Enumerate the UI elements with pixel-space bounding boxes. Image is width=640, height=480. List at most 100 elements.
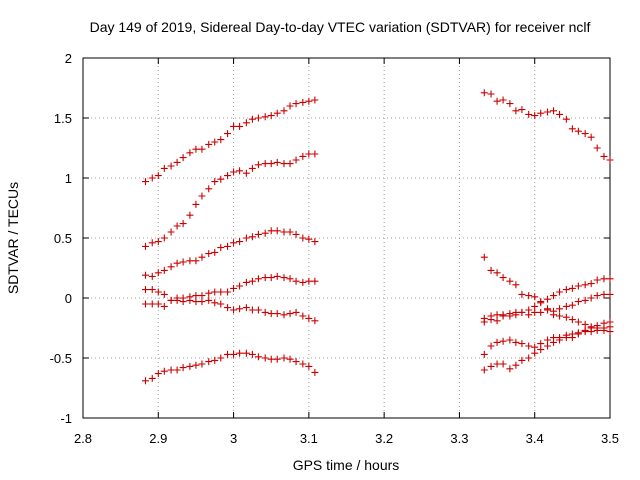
data-point xyxy=(568,316,576,324)
data-point xyxy=(493,311,501,319)
data-point xyxy=(280,228,288,236)
data-point xyxy=(544,342,552,350)
series-sat-g xyxy=(480,89,614,164)
x-tick-label: 2.8 xyxy=(74,431,92,446)
data-point xyxy=(267,227,275,235)
data-point xyxy=(280,160,288,168)
data-point xyxy=(198,292,206,300)
data-point xyxy=(512,338,520,346)
data-point xyxy=(506,365,514,373)
series-sat-i xyxy=(480,275,614,325)
data-point xyxy=(556,312,564,320)
data-point xyxy=(273,355,281,363)
data-point xyxy=(587,133,595,141)
data-point xyxy=(205,140,213,148)
series-sat-e xyxy=(141,294,319,325)
data-point xyxy=(525,354,533,362)
data-point xyxy=(186,296,194,304)
data-point xyxy=(305,235,313,243)
data-point xyxy=(606,318,614,326)
x-tick-label: 3.2 xyxy=(375,431,393,446)
data-point xyxy=(574,330,582,338)
data-point xyxy=(286,275,294,283)
data-point xyxy=(593,144,601,152)
data-point xyxy=(248,233,256,241)
data-point xyxy=(141,300,149,308)
data-point xyxy=(518,340,526,348)
data-point xyxy=(160,266,168,274)
data-point xyxy=(160,367,168,375)
data-point xyxy=(230,122,238,130)
data-point xyxy=(531,293,539,301)
data-point xyxy=(550,338,558,346)
data-point xyxy=(499,360,507,368)
data-point xyxy=(198,298,206,306)
data-point xyxy=(568,301,576,309)
data-point xyxy=(261,229,269,237)
data-point xyxy=(217,288,225,296)
data-point xyxy=(531,112,539,120)
y-tick-label: -1 xyxy=(60,411,72,426)
data-point xyxy=(254,353,262,361)
data-point xyxy=(242,349,250,357)
data-point xyxy=(600,152,608,160)
data-point xyxy=(173,259,181,267)
x-tick-label: 3.5 xyxy=(601,431,619,446)
data-point xyxy=(186,211,194,219)
data-point xyxy=(230,168,238,176)
data-point xyxy=(179,154,187,162)
data-point xyxy=(205,185,213,193)
data-point xyxy=(167,228,175,236)
data-point xyxy=(286,355,294,363)
data-point xyxy=(544,336,552,344)
data-point xyxy=(217,136,225,144)
data-point xyxy=(154,269,162,277)
data-point xyxy=(217,300,225,308)
data-point xyxy=(160,234,168,242)
data-point xyxy=(606,156,614,164)
data-point xyxy=(179,294,187,302)
data-point xyxy=(562,313,570,321)
series-sat-k xyxy=(480,326,614,358)
data-point xyxy=(224,242,232,250)
data-point xyxy=(499,96,507,104)
data-point xyxy=(248,306,256,314)
data-point xyxy=(531,308,539,316)
data-point xyxy=(537,340,545,348)
data-point xyxy=(179,220,187,228)
data-point xyxy=(236,122,244,130)
data-point xyxy=(531,343,539,351)
data-point xyxy=(556,305,564,313)
data-point xyxy=(148,300,156,308)
data-point xyxy=(593,276,601,284)
data-point xyxy=(581,130,589,138)
data-point xyxy=(574,127,582,135)
data-point xyxy=(544,295,552,303)
data-point xyxy=(261,113,269,121)
data-point xyxy=(568,334,576,342)
data-point xyxy=(292,156,300,164)
data-point xyxy=(248,115,256,123)
data-point xyxy=(141,286,149,294)
y-tick-label: -0.5 xyxy=(50,351,72,366)
data-point xyxy=(606,290,614,298)
data-point xyxy=(173,158,181,166)
data-point xyxy=(600,319,608,327)
y-tick-label: 2 xyxy=(65,51,72,66)
data-point xyxy=(493,317,501,325)
data-point xyxy=(148,286,156,294)
data-point xyxy=(512,107,520,115)
data-point xyxy=(518,308,526,316)
data-point xyxy=(186,149,194,157)
data-point xyxy=(286,228,294,236)
data-point xyxy=(537,298,545,306)
y-axis-label: SDTVAR / TECUs xyxy=(5,182,21,294)
data-point xyxy=(261,308,269,316)
data-point xyxy=(236,349,244,357)
data-point xyxy=(518,106,526,114)
data-point xyxy=(531,302,539,310)
data-point xyxy=(248,277,256,285)
data-point xyxy=(537,308,545,316)
data-point xyxy=(148,239,156,247)
data-point xyxy=(217,175,225,183)
